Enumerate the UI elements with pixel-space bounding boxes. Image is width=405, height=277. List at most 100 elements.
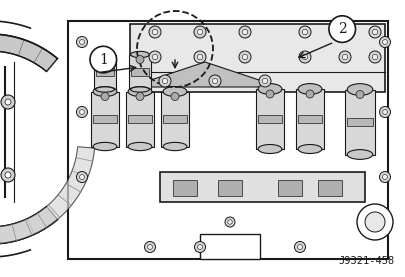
- FancyBboxPatch shape: [200, 234, 260, 259]
- Circle shape: [259, 75, 271, 87]
- Circle shape: [147, 245, 152, 250]
- Circle shape: [365, 212, 385, 232]
- Circle shape: [262, 78, 268, 84]
- Circle shape: [77, 37, 87, 47]
- Circle shape: [149, 26, 161, 38]
- Ellipse shape: [131, 87, 149, 92]
- Circle shape: [136, 93, 144, 101]
- Ellipse shape: [347, 84, 373, 95]
- Circle shape: [197, 29, 202, 35]
- Circle shape: [152, 29, 158, 35]
- Circle shape: [194, 242, 205, 253]
- Ellipse shape: [298, 145, 322, 153]
- Circle shape: [145, 242, 156, 253]
- Circle shape: [5, 172, 11, 178]
- FancyBboxPatch shape: [161, 91, 189, 147]
- FancyBboxPatch shape: [91, 91, 119, 147]
- Circle shape: [372, 54, 378, 60]
- Circle shape: [369, 51, 381, 63]
- FancyBboxPatch shape: [70, 22, 385, 257]
- Circle shape: [342, 29, 348, 35]
- Circle shape: [239, 51, 251, 63]
- Circle shape: [302, 54, 308, 60]
- FancyBboxPatch shape: [278, 180, 302, 196]
- Circle shape: [79, 175, 85, 179]
- Circle shape: [77, 171, 87, 183]
- FancyBboxPatch shape: [93, 115, 117, 123]
- FancyBboxPatch shape: [96, 68, 114, 76]
- FancyBboxPatch shape: [68, 21, 388, 259]
- Circle shape: [171, 93, 179, 101]
- Circle shape: [149, 51, 161, 63]
- Circle shape: [90, 46, 117, 73]
- Circle shape: [239, 26, 251, 38]
- Text: J9321-458: J9321-458: [339, 256, 395, 266]
- Circle shape: [197, 54, 202, 60]
- Text: 1: 1: [99, 53, 108, 66]
- FancyBboxPatch shape: [160, 172, 365, 202]
- Circle shape: [159, 75, 171, 87]
- Circle shape: [298, 245, 303, 250]
- Circle shape: [383, 40, 388, 45]
- Ellipse shape: [298, 84, 322, 94]
- FancyBboxPatch shape: [296, 89, 324, 149]
- Circle shape: [379, 106, 390, 117]
- Circle shape: [212, 78, 218, 84]
- Circle shape: [306, 90, 314, 98]
- Circle shape: [356, 91, 364, 99]
- Polygon shape: [0, 71, 95, 244]
- Circle shape: [162, 78, 168, 84]
- Circle shape: [299, 51, 311, 63]
- Circle shape: [383, 175, 388, 179]
- FancyBboxPatch shape: [258, 115, 282, 123]
- Circle shape: [302, 29, 308, 35]
- Circle shape: [1, 168, 15, 182]
- Circle shape: [5, 99, 11, 105]
- Circle shape: [1, 95, 15, 109]
- Ellipse shape: [347, 150, 373, 159]
- Polygon shape: [0, 34, 58, 244]
- Circle shape: [194, 51, 206, 63]
- Ellipse shape: [258, 145, 282, 153]
- FancyBboxPatch shape: [126, 91, 154, 147]
- FancyBboxPatch shape: [318, 180, 342, 196]
- Polygon shape: [130, 62, 280, 87]
- Circle shape: [101, 93, 109, 101]
- FancyBboxPatch shape: [163, 115, 187, 123]
- FancyBboxPatch shape: [129, 55, 151, 89]
- FancyBboxPatch shape: [298, 115, 322, 123]
- Circle shape: [79, 40, 85, 45]
- Circle shape: [294, 242, 305, 253]
- Circle shape: [357, 204, 393, 240]
- Circle shape: [379, 37, 390, 47]
- Circle shape: [372, 29, 378, 35]
- Ellipse shape: [96, 87, 114, 92]
- FancyBboxPatch shape: [130, 24, 385, 92]
- Circle shape: [152, 54, 158, 60]
- Circle shape: [342, 54, 348, 60]
- Circle shape: [242, 54, 248, 60]
- FancyBboxPatch shape: [345, 89, 375, 155]
- Circle shape: [299, 26, 311, 38]
- Ellipse shape: [163, 142, 187, 151]
- Ellipse shape: [163, 86, 187, 96]
- Circle shape: [198, 245, 202, 250]
- FancyBboxPatch shape: [94, 55, 116, 89]
- Circle shape: [339, 26, 351, 38]
- Ellipse shape: [96, 51, 114, 58]
- Circle shape: [194, 26, 206, 38]
- Circle shape: [339, 51, 351, 63]
- FancyBboxPatch shape: [347, 118, 373, 126]
- Circle shape: [101, 55, 109, 63]
- Circle shape: [242, 29, 248, 35]
- FancyBboxPatch shape: [256, 89, 284, 149]
- Circle shape: [79, 109, 85, 114]
- Circle shape: [369, 26, 381, 38]
- Circle shape: [266, 90, 274, 98]
- Ellipse shape: [131, 51, 149, 58]
- FancyBboxPatch shape: [218, 180, 242, 196]
- FancyBboxPatch shape: [131, 68, 149, 76]
- Ellipse shape: [128, 142, 152, 151]
- Circle shape: [77, 106, 87, 117]
- FancyBboxPatch shape: [173, 180, 197, 196]
